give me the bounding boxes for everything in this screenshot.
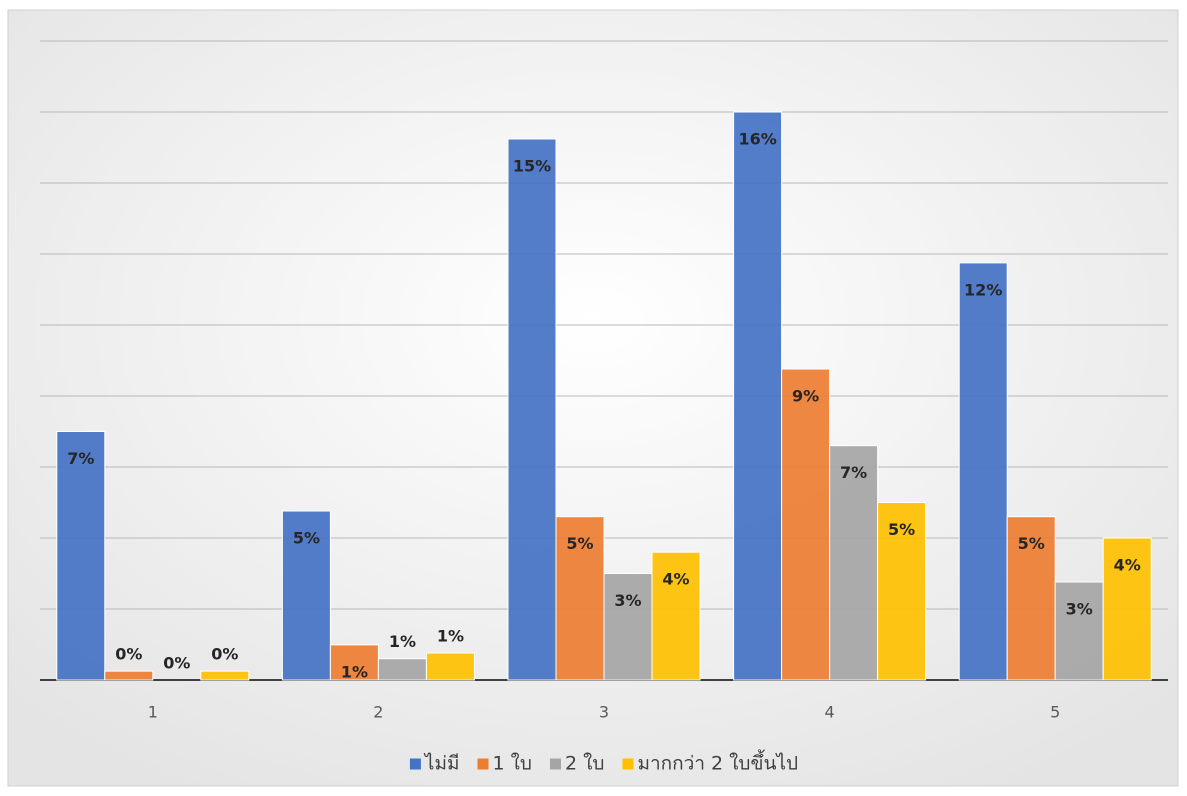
- legend-swatch: [477, 758, 489, 770]
- data-label: 5%: [566, 534, 593, 553]
- data-label: 5%: [888, 520, 915, 539]
- data-label: 1%: [389, 632, 416, 651]
- data-label: 1%: [437, 627, 464, 646]
- x-tick-label: 3: [599, 703, 609, 722]
- data-label: 4%: [1114, 556, 1141, 575]
- legend-label: มากกว่า 2 ใบขึ้นไป: [637, 750, 798, 775]
- data-label: 12%: [964, 280, 1002, 299]
- data-label: 0%: [211, 645, 238, 664]
- bar: [958, 262, 1008, 681]
- bar: [877, 502, 927, 681]
- legend-label: 1 ใบ: [493, 753, 532, 775]
- bar: [425, 652, 475, 681]
- x-tick-label: 2: [373, 703, 383, 722]
- legend-label: 2 ใบ: [565, 753, 604, 775]
- bar: [1102, 537, 1152, 681]
- bar: [507, 138, 557, 681]
- data-label: 0%: [115, 645, 142, 664]
- bar: [733, 111, 783, 681]
- data-label: 3%: [1066, 600, 1093, 619]
- bar: [200, 670, 250, 681]
- data-label: 4%: [662, 570, 689, 589]
- data-label: 16%: [738, 130, 776, 149]
- data-label: 7%: [67, 449, 94, 468]
- bar: [1054, 581, 1104, 681]
- bar: [1006, 516, 1056, 681]
- bar: [104, 670, 154, 681]
- data-label: 5%: [1018, 534, 1045, 553]
- data-label: 9%: [792, 387, 819, 406]
- bar: [603, 573, 653, 681]
- legend-swatch: [622, 758, 634, 770]
- bar: [56, 431, 106, 681]
- legend-swatch: [409, 758, 421, 770]
- bar: [329, 644, 379, 681]
- data-label: 5%: [293, 529, 320, 548]
- bar: [651, 551, 701, 681]
- data-label: 15%: [513, 156, 551, 175]
- x-tick-label: 1: [148, 703, 158, 722]
- bar: [555, 516, 605, 681]
- bar: [281, 510, 331, 681]
- legend-swatch: [549, 758, 561, 770]
- data-label: 0%: [163, 654, 190, 673]
- data-label: 3%: [614, 591, 641, 610]
- bar: [781, 368, 831, 681]
- x-tick-label: 5: [1050, 703, 1060, 722]
- bar: [829, 445, 879, 681]
- data-label: 1%: [341, 662, 368, 681]
- x-tick-label: 4: [825, 703, 835, 722]
- data-label: 7%: [840, 463, 867, 482]
- bar: [377, 658, 427, 681]
- legend-label: ไม่มี: [423, 753, 460, 775]
